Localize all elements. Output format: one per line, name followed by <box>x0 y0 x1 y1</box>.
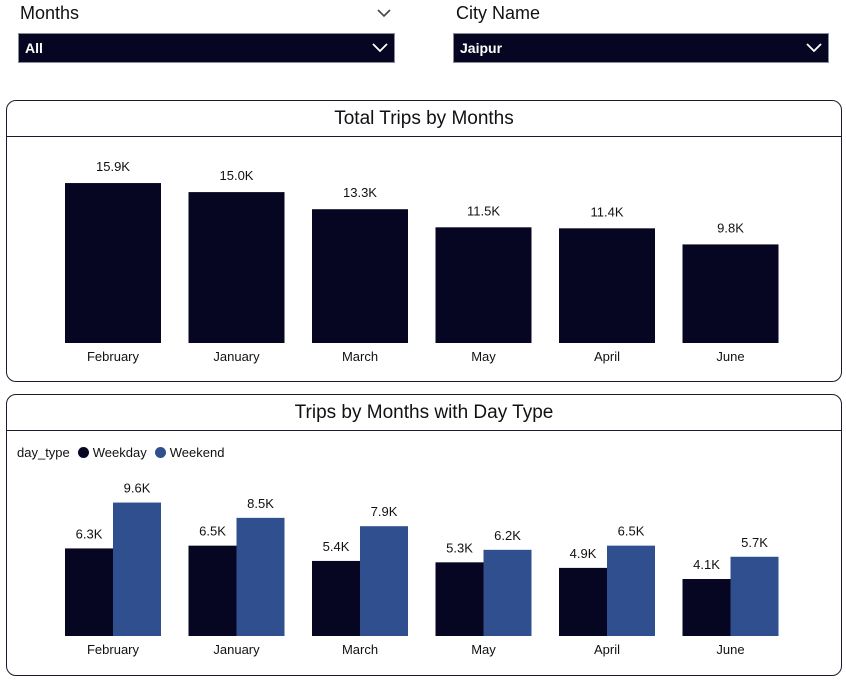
bar-april-weekend[interactable] <box>607 545 655 636</box>
bar-may-weekend[interactable] <box>483 549 532 636</box>
legend-title: day_type <box>17 445 70 460</box>
data-label: 4.1K <box>693 557 720 572</box>
legend-label-weekend: Weekend <box>169 445 225 460</box>
x-tick-label: May <box>471 642 496 657</box>
bar-february-weekend[interactable] <box>113 502 161 636</box>
legend-label-weekday: Weekday <box>92 445 147 460</box>
data-label: 6.3K <box>76 526 103 541</box>
x-tick-label: February <box>87 349 140 364</box>
bar-february-weekday[interactable] <box>65 548 113 636</box>
chevron-down-icon[interactable] <box>377 8 391 18</box>
x-tick-label: January <box>213 349 260 364</box>
data-label: 6.2K <box>494 528 521 543</box>
x-tick-label: April <box>594 349 620 364</box>
data-label: 4.9K <box>570 546 597 561</box>
data-label: 11.5K <box>467 203 500 218</box>
bar-january-weekday[interactable] <box>188 545 237 636</box>
months-dropdown-value: All <box>25 40 43 56</box>
bar-may[interactable] <box>435 227 532 343</box>
bar-march[interactable] <box>312 209 408 343</box>
day-type-panel: Trips by Months with Day Type day_type W… <box>6 394 842 676</box>
data-label: 5.3K <box>446 540 473 555</box>
data-label: 6.5K <box>199 524 226 539</box>
bar-march-weekday[interactable] <box>312 560 360 636</box>
data-label: 7.9K <box>371 504 398 519</box>
bar-june[interactable] <box>682 244 779 343</box>
bar-may-weekday[interactable] <box>435 562 484 636</box>
total-trips-panel: Total Trips by Months 15.9K February 15.0K… <box>6 100 842 382</box>
legend: day_type Weekday Weekend <box>17 445 224 460</box>
city-slicer-label: City Name <box>456 3 541 23</box>
x-tick-label: June <box>716 642 744 657</box>
data-label: 5.7K <box>741 535 768 550</box>
data-label: 8.5K <box>247 496 274 511</box>
chevron-down-icon <box>372 43 388 53</box>
x-tick-label: March <box>342 349 378 364</box>
data-label: 15.0K <box>220 168 254 183</box>
city-dropdown-value: Jaipur <box>460 40 503 56</box>
data-label: 13.3K <box>343 185 377 200</box>
data-label: 11.4K <box>590 204 623 219</box>
total-trips-chart: 15.9K February 15.0K January 13.3K March 11.5K… <box>65 159 779 364</box>
data-label: 15.9K <box>96 159 130 174</box>
x-tick-label: June <box>716 349 744 364</box>
bar-february[interactable] <box>65 183 161 343</box>
bar-april-weekday[interactable] <box>559 567 607 636</box>
x-tick-label: March <box>342 642 378 657</box>
x-tick-label: January <box>213 642 260 657</box>
day-type-chart: 6.3K 9.6K February 6.5K 8.5K January 5.4K 7.9K M… <box>65 481 779 657</box>
bar-january[interactable] <box>188 192 285 343</box>
bar-june-weekday[interactable] <box>682 579 731 636</box>
x-tick-label: February <box>87 642 140 657</box>
data-label: 9.6K <box>124 481 151 496</box>
chart-title: Total Trips by Months <box>7 101 841 137</box>
legend-swatch-weekend <box>154 447 166 458</box>
bar-april[interactable] <box>559 228 655 343</box>
months-dropdown[interactable]: All <box>18 33 395 63</box>
bar-march-weekend[interactable] <box>360 526 408 636</box>
x-tick-label: April <box>594 642 620 657</box>
x-tick-label: May <box>471 349 496 364</box>
legend-swatch-weekday <box>77 447 89 458</box>
data-label: 5.4K <box>323 539 350 554</box>
bar-june-weekend[interactable] <box>730 556 779 636</box>
months-slicer-label: Months <box>20 3 80 23</box>
data-label: 9.8K <box>717 220 744 235</box>
data-label: 6.5K <box>618 524 645 539</box>
chart-title: Trips by Months with Day Type <box>7 395 841 431</box>
city-dropdown[interactable]: Jaipur <box>453 33 829 63</box>
chevron-down-icon <box>806 43 822 53</box>
bar-january-weekend[interactable] <box>236 517 285 636</box>
